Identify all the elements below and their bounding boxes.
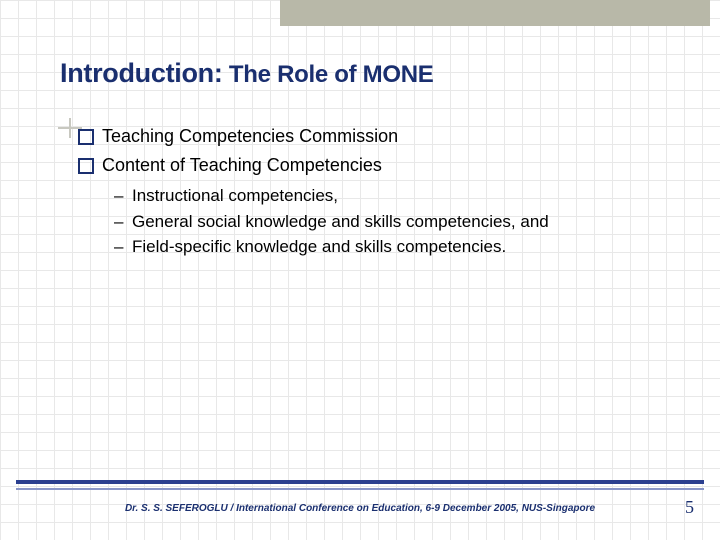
sub-bullet-text: Field-specific knowledge and skills comp…	[132, 237, 506, 256]
footer-rule-thin	[16, 488, 704, 490]
bullet-text: Teaching Competencies Commission	[102, 126, 398, 146]
sub-bullet-item: Field-specific knowledge and skills comp…	[114, 234, 660, 260]
sub-bullet-text: Instructional competencies,	[132, 186, 338, 205]
bullet-text: Content of Teaching Competencies	[102, 155, 382, 175]
footer-citation: Dr. S. S. SEFEROGLU / International Conf…	[0, 503, 720, 514]
bullet-item: Teaching Competencies Commission	[78, 123, 660, 150]
sub-bullet-text: General social knowledge and skills comp…	[132, 212, 549, 231]
bullet-item: Content of Teaching Competencies	[78, 152, 660, 179]
title-sub: The Role of MONE	[223, 61, 434, 88]
footer-rule-thick	[16, 480, 704, 484]
main-bullet-list: Teaching Competencies Commission Content…	[60, 123, 660, 179]
sub-bullet-list: Instructional competencies, General soci…	[60, 183, 660, 260]
sub-bullet-item: General social knowledge and skills comp…	[114, 209, 660, 235]
slide-content: Introduction: The Role of MONE Teaching …	[0, 0, 720, 260]
slide-title: Introduction: The Role of MONE	[60, 58, 660, 89]
sub-bullet-item: Instructional competencies,	[114, 183, 660, 209]
page-number: 5	[685, 497, 694, 518]
title-main: Introduction:	[60, 58, 223, 88]
